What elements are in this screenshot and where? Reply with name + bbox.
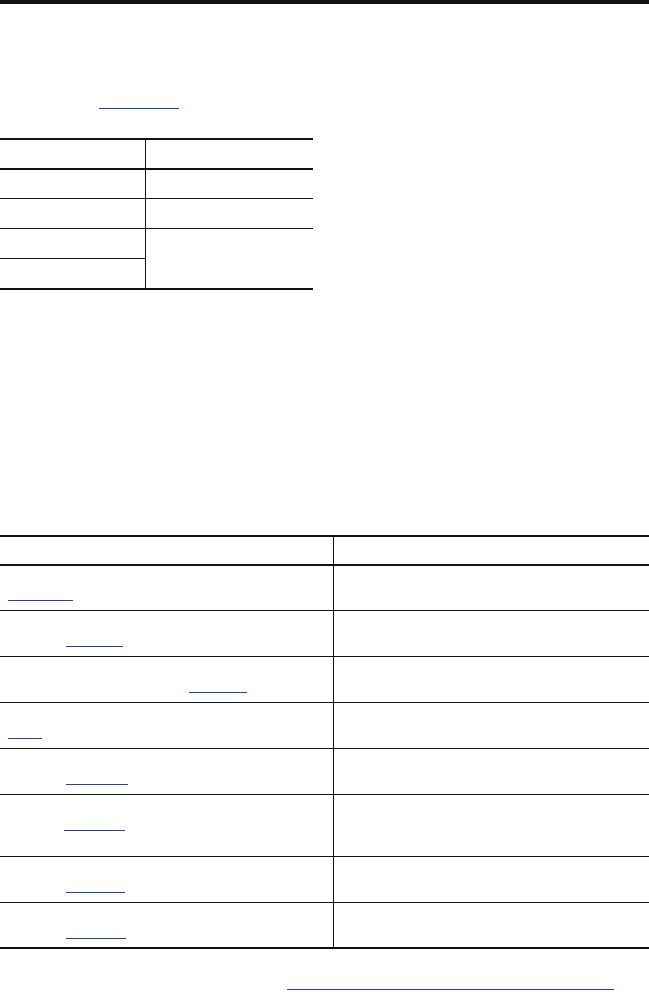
table-2-top-rule <box>0 535 649 537</box>
table-2-column-divider <box>333 536 334 948</box>
table-2-row-rule <box>0 610 649 611</box>
table-2-row-rule <box>0 748 649 749</box>
header-bar <box>0 0 649 4</box>
table-2-row-rule <box>0 702 649 703</box>
table-2-bottom-rule <box>0 947 649 949</box>
table-1-row-rule <box>0 228 313 229</box>
table-1-header-rule <box>0 168 313 170</box>
table-1-row-rule <box>0 258 145 259</box>
table-1-bottom-rule <box>0 288 313 290</box>
table-2-header-rule <box>0 564 649 566</box>
table-2-row-rule <box>0 856 649 857</box>
table-1-top-rule <box>0 138 313 140</box>
table-2-row-rule <box>0 902 649 903</box>
table-1-row-rule <box>0 198 313 199</box>
table-2-link[interactable] <box>8 738 42 739</box>
table-2-link[interactable] <box>66 938 126 939</box>
table-2-link[interactable] <box>189 692 247 693</box>
table-2-link[interactable] <box>66 892 125 893</box>
table-2-link[interactable] <box>66 646 123 647</box>
table-2-link[interactable] <box>8 600 73 601</box>
footer-link[interactable] <box>287 989 614 990</box>
table-2-row-rule <box>0 794 649 795</box>
table-1-column-divider <box>145 139 146 289</box>
table-2-link[interactable] <box>66 784 128 785</box>
link[interactable] <box>99 108 179 109</box>
table-2-row-rule <box>0 656 649 657</box>
table-2-link[interactable] <box>64 830 125 831</box>
